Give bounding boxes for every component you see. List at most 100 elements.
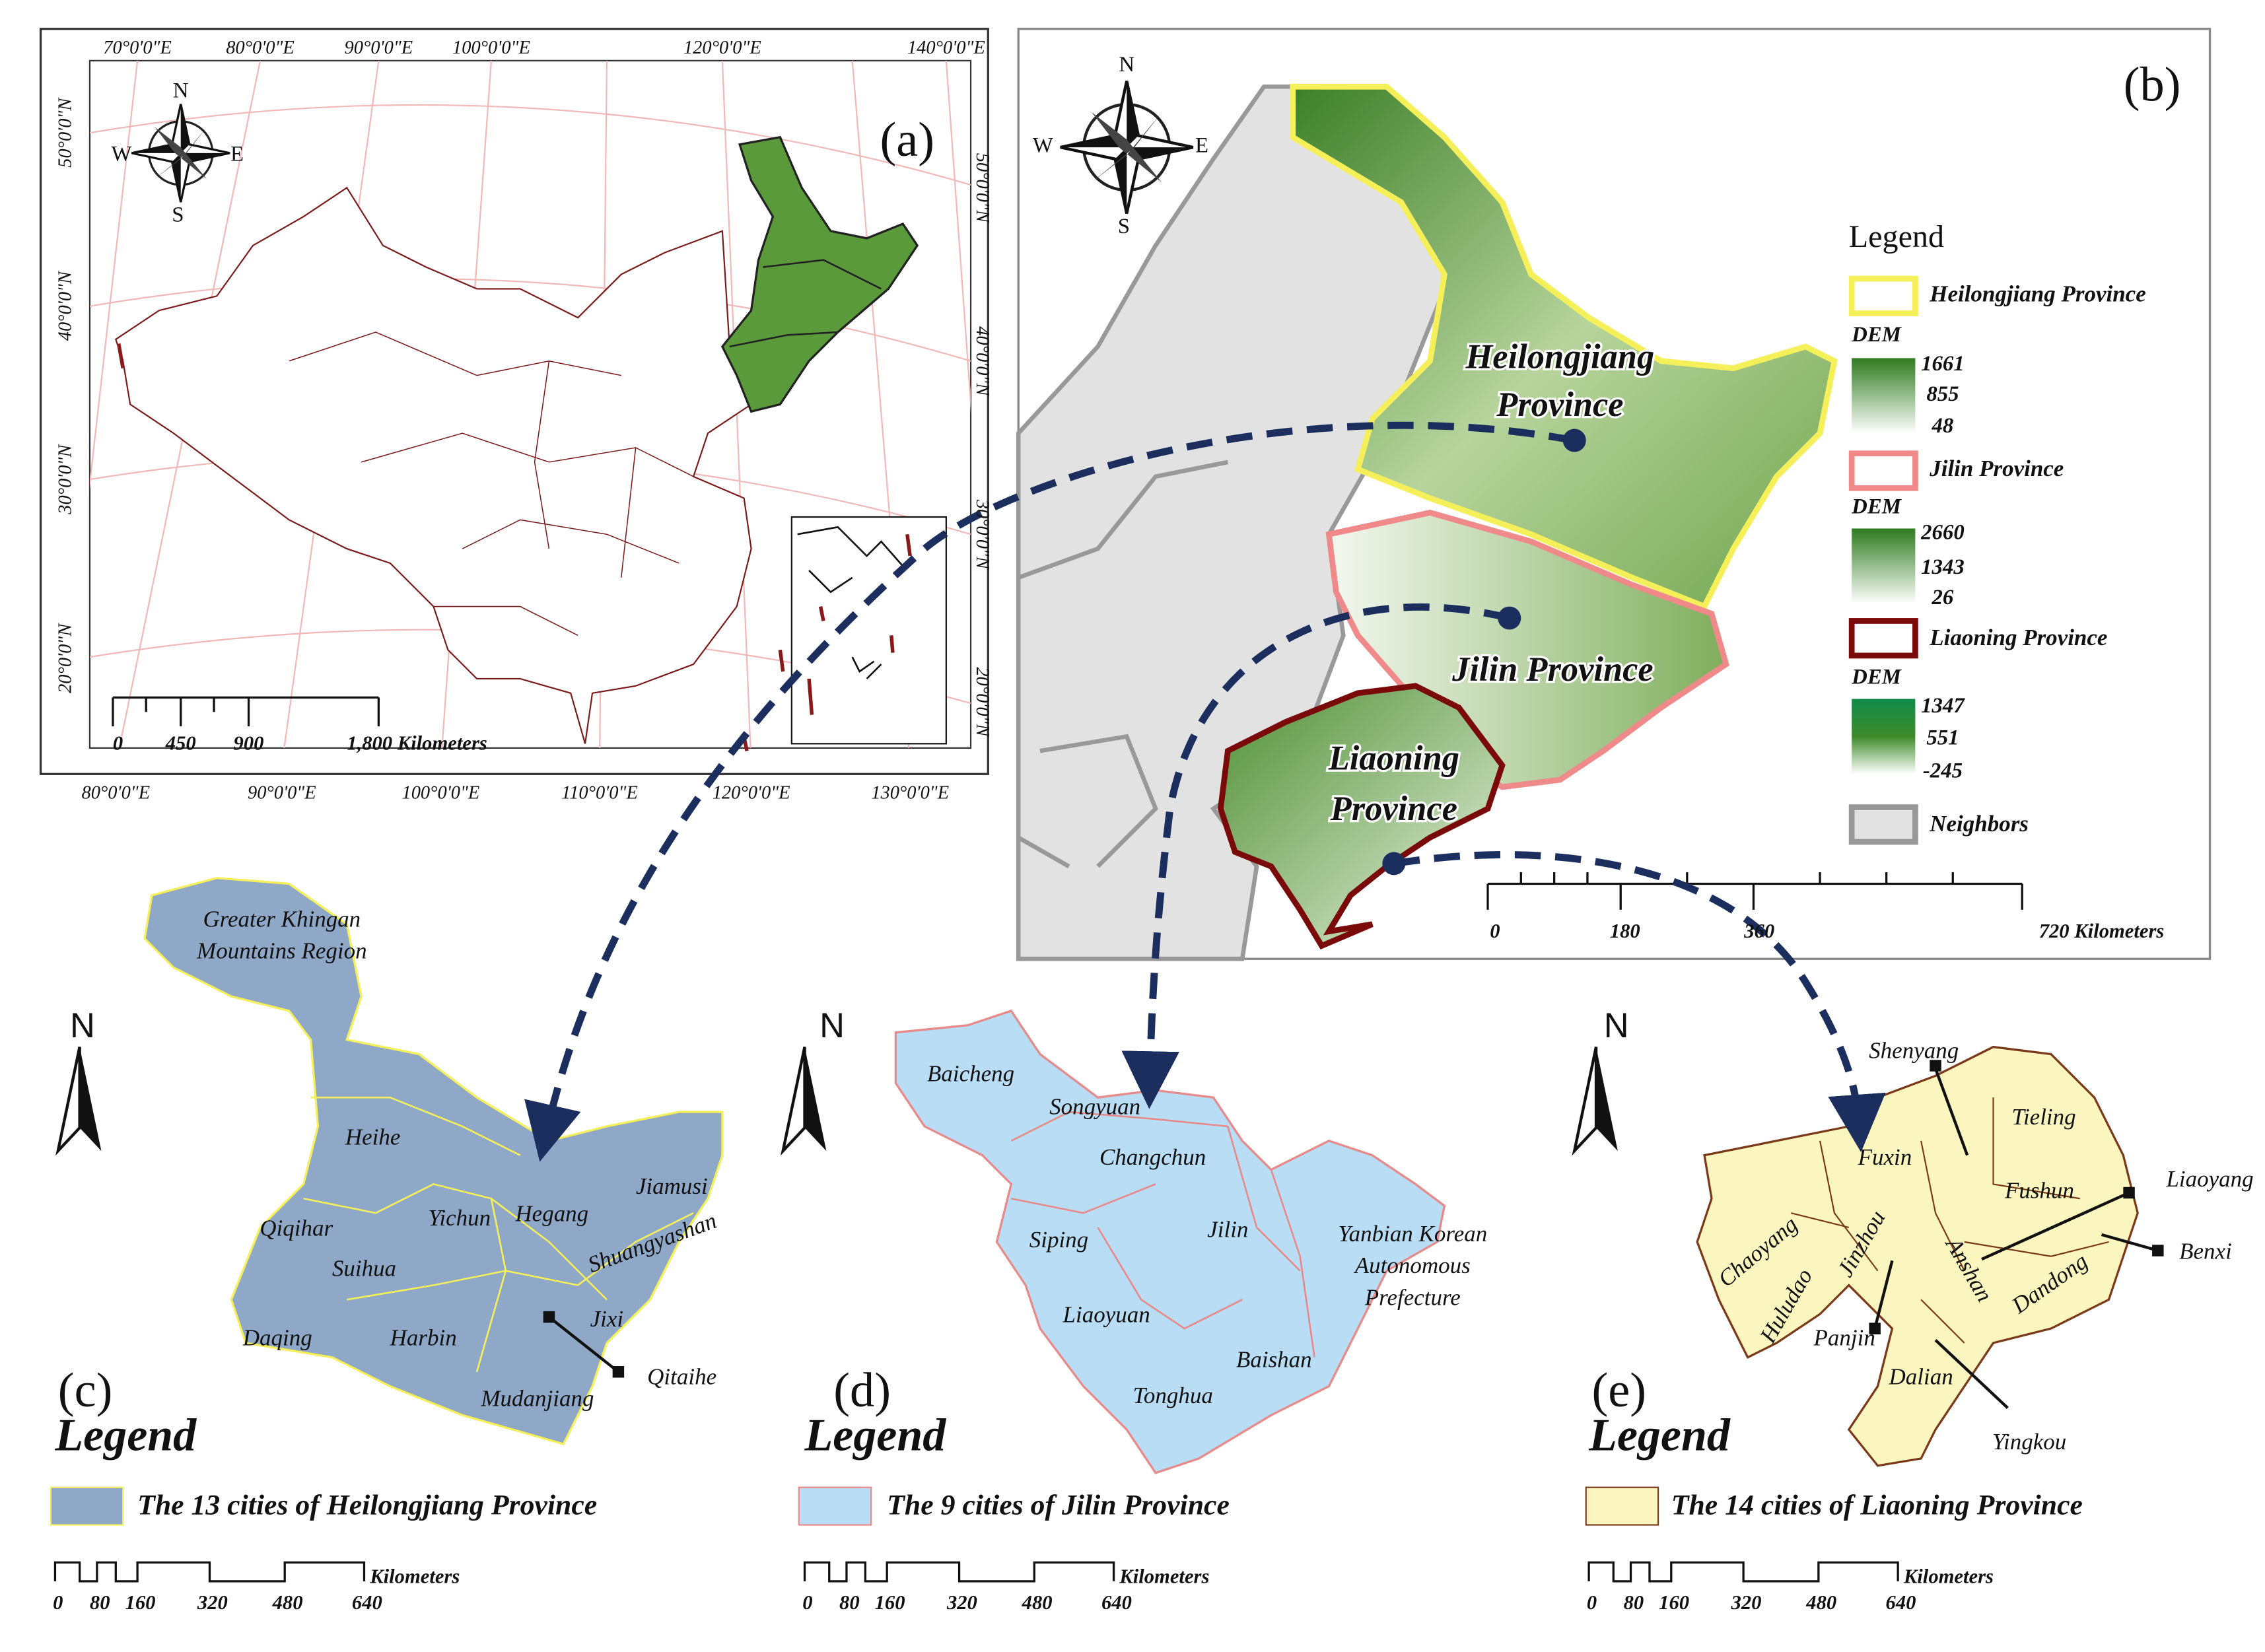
city-label: Yanbian Korean Autonomous Prefecture: [1338, 1221, 1487, 1310]
islands: [116, 343, 912, 751]
northeast-provinces: [720, 135, 919, 413]
legend-item: The 9 cities of Jilin Province: [887, 1489, 1230, 1521]
compass-label: S: [1118, 215, 1130, 238]
scale-ticks: [112, 697, 380, 727]
city-label: Liaoyang: [2165, 1166, 2253, 1192]
scale-label: 0: [53, 1591, 63, 1614]
city-label: Yingkou: [1992, 1429, 2066, 1455]
legend-item: Neighbors: [1929, 811, 2029, 837]
latitude-label: 20°0'0"N: [972, 667, 993, 738]
latitude-label: 50°0'0"N: [972, 153, 993, 224]
scale-label: 320: [946, 1591, 977, 1614]
scale-label: 0: [1490, 920, 1500, 942]
scale-bar: [803, 1561, 1115, 1583]
scale-label: 640: [1101, 1591, 1132, 1614]
label-line: Province: [1496, 386, 1623, 424]
legend-swatch: [1848, 804, 1918, 845]
legend-title: Legend: [1849, 219, 1944, 254]
legend-swatch: [1848, 275, 1918, 316]
legend-title: Legend: [54, 1410, 197, 1461]
north-label: N: [1604, 1006, 1629, 1045]
scale-label: 450: [165, 732, 196, 755]
north-label: N: [819, 1006, 845, 1045]
neighbor-borders: [1017, 460, 1228, 869]
city-label: Changchun: [1099, 1144, 1206, 1170]
legend-dem-value: 855: [1926, 382, 1959, 406]
city-borders: [1791, 1097, 2109, 1344]
city-label: Daqing: [242, 1325, 312, 1351]
legend-dem-value: 26: [1932, 586, 1954, 609]
neighbors-area: [1016, 84, 1447, 961]
scale-label: 480: [272, 1591, 303, 1614]
latitude-label: 20°0'0"N: [55, 623, 75, 693]
legend-dem-value: 551: [1926, 726, 1959, 749]
scale-label: 80: [839, 1591, 860, 1614]
city-label: Qitaihe: [647, 1364, 716, 1390]
longitude-label: 100°0'0"E: [401, 782, 479, 803]
city-label: Dalian: [1889, 1364, 1953, 1390]
compass-label: W: [1033, 134, 1053, 158]
scale-unit: Kilometers: [369, 1565, 460, 1587]
scale-label: 480: [1022, 1591, 1053, 1614]
longitude-label: 130°0'0"E: [871, 782, 949, 803]
dem-ramp: [1852, 358, 1916, 434]
scale-label: 160: [1659, 1591, 1689, 1614]
scale-label: 480: [1805, 1591, 1836, 1614]
latitude-label: 50°0'0"N: [55, 97, 75, 168]
scale-label: 160: [875, 1591, 905, 1614]
north-arrow: [1574, 1047, 1618, 1151]
scale-label: 0: [802, 1591, 812, 1614]
scale-label: 360: [1743, 920, 1774, 942]
leader-lines: [548, 1068, 2159, 1409]
city-label: Qiqihar: [260, 1215, 333, 1241]
scale-label: 80: [90, 1591, 110, 1614]
legend-dem-value: 1347: [1921, 694, 1965, 718]
compass-label: E: [1195, 134, 1208, 158]
city-label: Baishan: [1236, 1346, 1312, 1372]
compass-label: W: [112, 143, 132, 166]
longitude-label: 120°0'0"E: [683, 38, 761, 58]
city-label: Tieling: [2011, 1104, 2075, 1130]
connector-dot: [1382, 852, 1406, 876]
dem-ramp: [1852, 528, 1916, 604]
longitude-label: 80°0'0"E: [82, 782, 151, 803]
scale-label: 80: [1624, 1591, 1644, 1614]
panel-label: (e): [1591, 1363, 1646, 1418]
scale-label: 640: [1886, 1591, 1916, 1614]
scale-label: 0: [1587, 1591, 1597, 1614]
liaoning-cities-map: [1696, 1045, 2139, 1467]
longitude-label: 110°0'0"E: [561, 782, 638, 803]
connectors: [524, 421, 1886, 1162]
city-borders: [1010, 1111, 1315, 1358]
scale-label: 640: [352, 1591, 382, 1614]
city-borders: [303, 1096, 694, 1373]
city-label: Siping: [1029, 1227, 1088, 1253]
panel-label: (a): [880, 113, 935, 167]
label-line: Prefecture: [1364, 1284, 1461, 1310]
longitude-label: 80°0'0"E: [226, 38, 295, 58]
legend-dem-value: 1343: [1921, 555, 1965, 579]
latitude-label: 30°0'0"N: [55, 443, 75, 514]
city-label: Yichun: [429, 1205, 491, 1231]
scale-label: 1,800 Kilometers: [347, 732, 487, 755]
dem-ramp: [1852, 699, 1916, 774]
city-label: Tonghua: [1133, 1383, 1213, 1408]
city-label: Shenyang: [1869, 1037, 1959, 1063]
province-borders: [289, 331, 694, 636]
northeast-borders: [729, 259, 882, 348]
longitude-label: 90°0'0"E: [248, 782, 316, 803]
latitude-label: 40°0'0"N: [55, 270, 75, 341]
province-label: Liaoning Province: [1328, 740, 1459, 829]
scale-label: 720 Kilometers: [2039, 920, 2165, 942]
longitude-label: 100°0'0"E: [452, 38, 530, 58]
scale-bar: [1587, 1561, 1899, 1583]
legend-title: Legend: [1588, 1410, 1731, 1461]
city-label: Liaoyuan: [1063, 1302, 1150, 1328]
heilongjiang-map: [1290, 83, 1838, 611]
city-label: Benxi: [2179, 1238, 2232, 1264]
label-line: Yanbian Korean: [1338, 1221, 1487, 1247]
scale-label: 900: [234, 732, 264, 755]
city-label: Mudanjiang: [480, 1385, 594, 1411]
north-label: N: [70, 1006, 95, 1045]
city-label: Fuxin: [1858, 1144, 1912, 1170]
